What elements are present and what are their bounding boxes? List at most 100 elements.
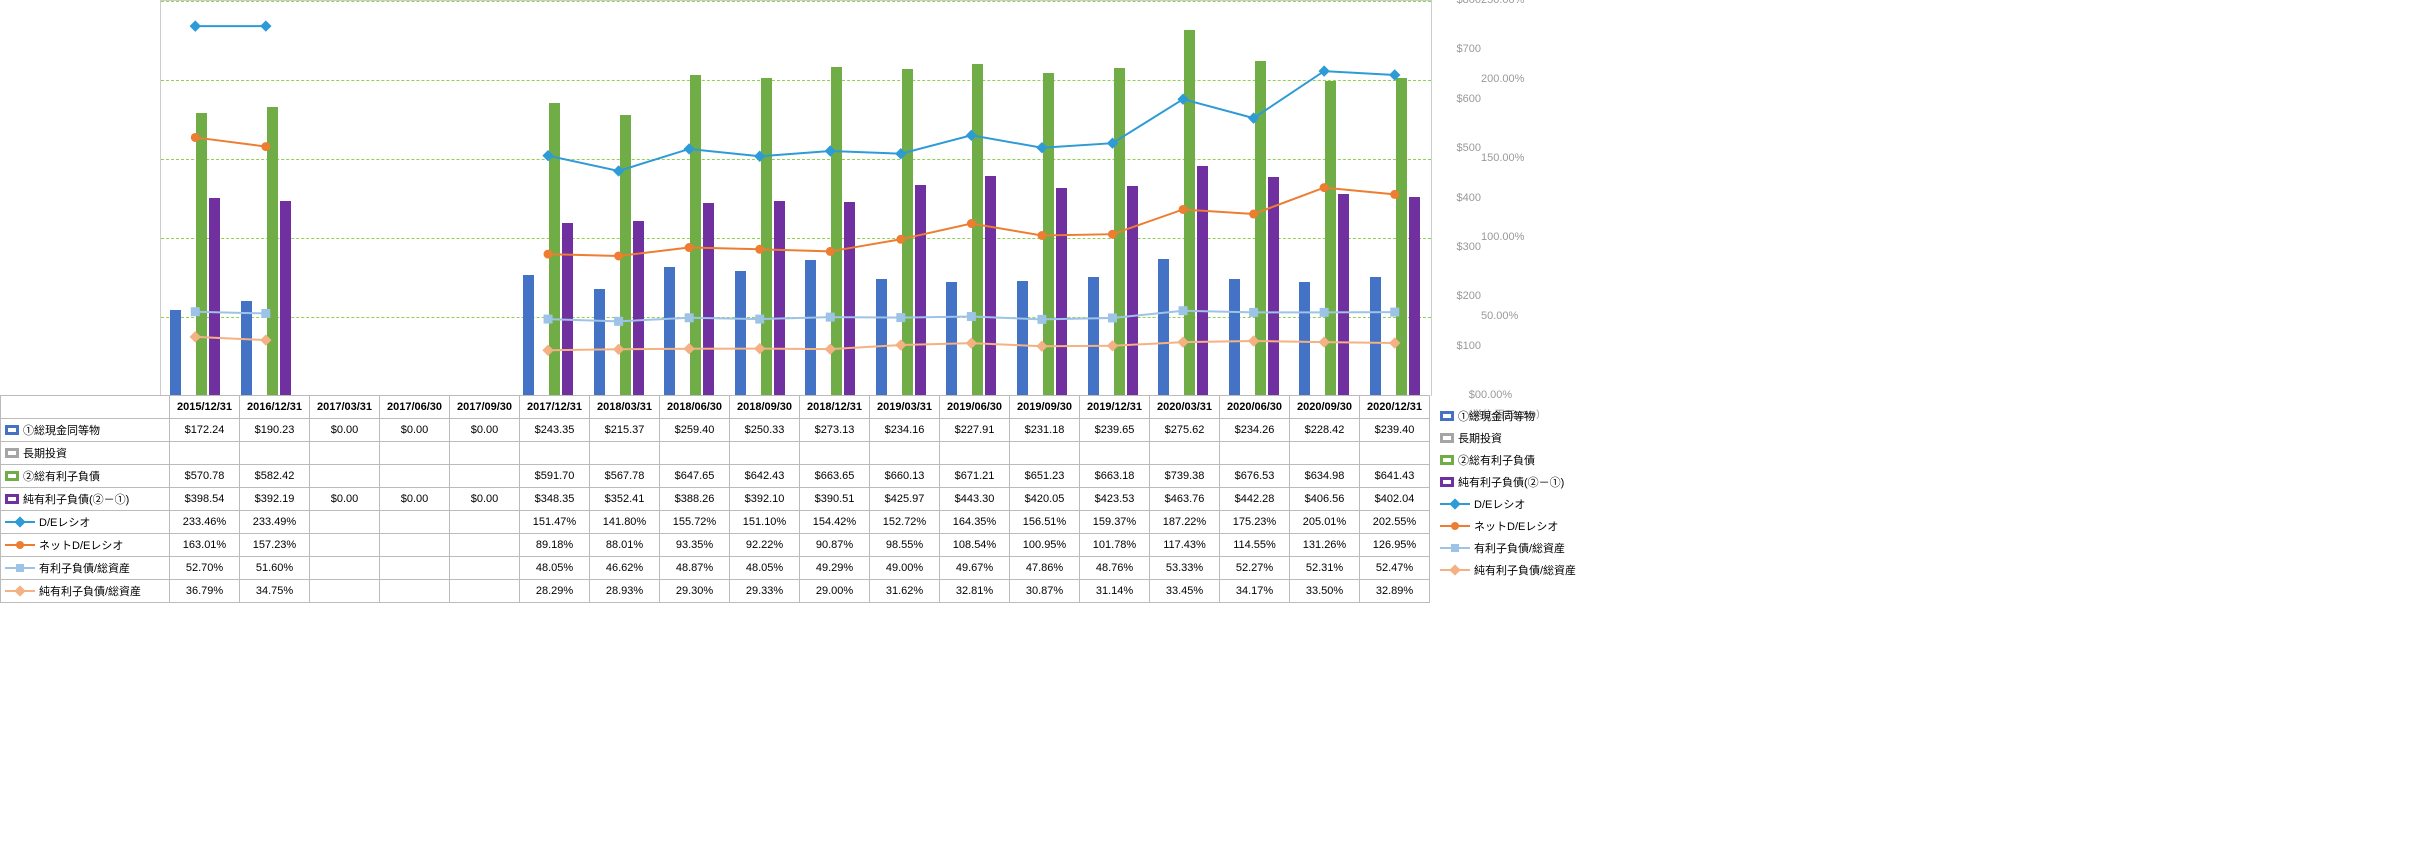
y2-tick: 250.00%: [1481, 0, 1536, 6]
table-row: 長期投資: [1, 442, 1430, 465]
bar-net: [985, 176, 996, 395]
bar-cash: [735, 271, 746, 395]
bar-debt: [196, 113, 207, 395]
legend-label: 有利子負債/総資産: [1474, 540, 1565, 556]
bar-debt: [831, 67, 842, 395]
data-cell: 49.00%: [870, 557, 940, 580]
chart-container: $0$100$200$300$400$500$600$700$800 0.00%…: [0, 0, 2413, 858]
data-cell: [800, 442, 870, 465]
data-cell: [380, 557, 450, 580]
data-cell: 31.62%: [870, 580, 940, 603]
bar-cash: [1088, 277, 1099, 395]
bar-debt: [1114, 68, 1125, 395]
date-header: 2019/09/30: [1010, 396, 1080, 419]
data-cell: 117.43%: [1150, 534, 1220, 557]
data-cell: $234.16: [870, 419, 940, 442]
data-cell: $172.24: [170, 419, 240, 442]
date-header: 2017/06/30: [380, 396, 450, 419]
data-cell: 33.45%: [1150, 580, 1220, 603]
data-cell: $388.26: [660, 488, 730, 511]
data-cell: 233.49%: [240, 511, 310, 534]
data-cell: $275.62: [1150, 419, 1220, 442]
date-header: 2018/12/31: [800, 396, 870, 419]
y1-tick: $100: [1436, 340, 1481, 352]
data-cell: $0.00: [380, 419, 450, 442]
data-cell: [1290, 442, 1360, 465]
data-cell: 202.55%: [1360, 511, 1430, 534]
data-cell: 93.35%: [660, 534, 730, 557]
data-cell: [1150, 442, 1220, 465]
bar-debt: [620, 115, 631, 395]
data-cell: 51.60%: [240, 557, 310, 580]
data-cell: [310, 442, 380, 465]
legend-item: ①総現金同等物: [1440, 405, 1576, 427]
bar-cash: [241, 301, 252, 395]
data-cell: $259.40: [660, 419, 730, 442]
legend-item: 長期投資: [1440, 427, 1576, 449]
data-cell: 131.26%: [1290, 534, 1360, 557]
date-header: 2018/06/30: [660, 396, 730, 419]
bar-cash: [1229, 279, 1240, 395]
data-cell: 89.18%: [520, 534, 590, 557]
bar-cash: [1299, 282, 1310, 395]
data-cell: 30.87%: [1010, 580, 1080, 603]
data-cell: [1360, 442, 1430, 465]
table-row: ②総有利子負債$570.78$582.42$591.70$567.78$647.…: [1, 465, 1430, 488]
data-cell: 155.72%: [660, 511, 730, 534]
data-cell: 48.87%: [660, 557, 730, 580]
data-cell: $420.05: [1010, 488, 1080, 511]
data-cell: [450, 442, 520, 465]
data-cell: [310, 580, 380, 603]
data-cell: [1010, 442, 1080, 465]
bar-debt: [1255, 61, 1266, 395]
data-cell: 101.78%: [1080, 534, 1150, 557]
date-header: 2018/03/31: [590, 396, 660, 419]
data-cell: $642.43: [730, 465, 800, 488]
data-cell: $227.91: [940, 419, 1010, 442]
table-row: 有利子負債/総資産52.70%51.60%48.05%46.62%48.87%4…: [1, 557, 1430, 580]
data-cell: [660, 442, 730, 465]
series-label-cell: 純有利子負債/総資産: [1, 580, 170, 603]
data-cell: $582.42: [240, 465, 310, 488]
series-label: ②総有利子負債: [23, 468, 100, 484]
data-cell: [450, 465, 520, 488]
bar-debt: [267, 107, 278, 395]
data-cell: $0.00: [380, 488, 450, 511]
legend-label: 長期投資: [1458, 430, 1502, 446]
bar-debt: [690, 75, 701, 395]
bar-net: [1338, 194, 1349, 395]
data-cell: $0.00: [450, 488, 520, 511]
date-header: 2019/12/31: [1080, 396, 1150, 419]
data-cell: 151.47%: [520, 511, 590, 534]
data-cell: $231.18: [1010, 419, 1080, 442]
y2-tick: 100.00%: [1481, 231, 1536, 243]
data-cell: 157.23%: [240, 534, 310, 557]
series-label: 純有利子負債/総資産: [39, 583, 141, 599]
data-cell: 29.33%: [730, 580, 800, 603]
data-cell: 33.50%: [1290, 580, 1360, 603]
bar-cash: [594, 289, 605, 395]
data-cell: $234.26: [1220, 419, 1290, 442]
series-label: 有利子負債/総資産: [39, 560, 130, 576]
data-cell: 52.31%: [1290, 557, 1360, 580]
data-cell: $641.43: [1360, 465, 1430, 488]
data-cell: 34.75%: [240, 580, 310, 603]
bar-cash: [876, 279, 887, 395]
series-label-cell: ①総現金同等物: [1, 419, 170, 442]
data-cell: [240, 442, 310, 465]
data-cell: $567.78: [590, 465, 660, 488]
bar-debt: [972, 64, 983, 395]
data-cell: $442.28: [1220, 488, 1290, 511]
bar-net: [280, 201, 291, 395]
data-cell: $739.38: [1150, 465, 1220, 488]
data-cell: 32.81%: [940, 580, 1010, 603]
data-cell: 28.29%: [520, 580, 590, 603]
data-cell: $634.98: [1290, 465, 1360, 488]
series-label-cell: D/Eレシオ: [1, 511, 170, 534]
data-cell: 48.05%: [730, 557, 800, 580]
table-row: ①総現金同等物$172.24$190.23$0.00$0.00$0.00$243…: [1, 419, 1430, 442]
data-cell: [1080, 442, 1150, 465]
data-cell: $671.21: [940, 465, 1010, 488]
bar-debt: [902, 69, 913, 395]
y1-tick: $200: [1436, 290, 1481, 302]
